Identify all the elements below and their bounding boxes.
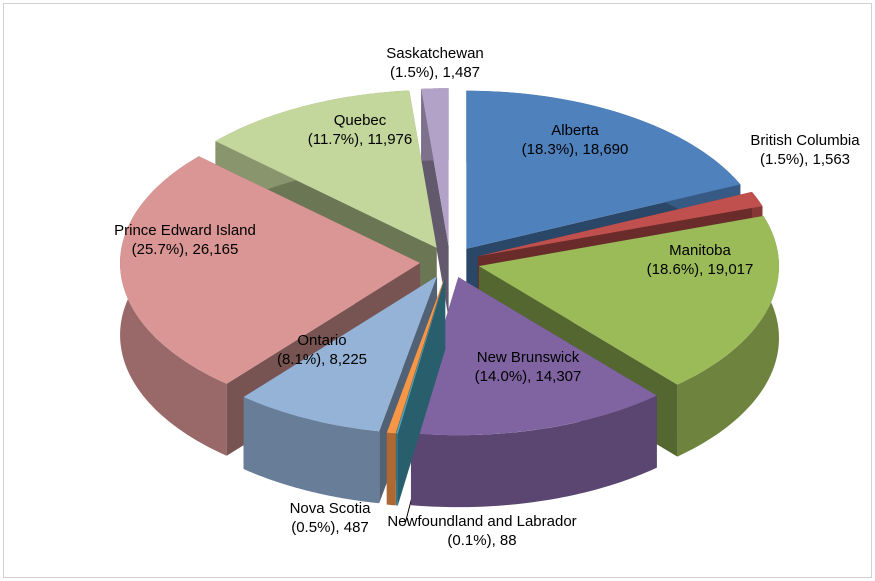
data-label: British Columbia (1.5%), 1,563 [750, 132, 860, 168]
data-label: Alberta (18.3%), 18,690 [522, 122, 629, 158]
slice-outer-wall [677, 215, 779, 457]
slice-top [396, 277, 446, 434]
data-label: Saskatchewan (1.5%), 1,487 [386, 45, 484, 81]
label-category: New Brunswick [477, 349, 580, 366]
slice-top [477, 191, 763, 257]
slice [410, 277, 657, 508]
label-category: Nova Scotia [290, 500, 372, 517]
label-category: Manitoba [669, 242, 731, 259]
label-value: (1.5%), 1,563 [760, 151, 850, 168]
slice-top [466, 90, 741, 249]
slice-outer-wall [396, 433, 398, 506]
label-value: (18.6%), 19,017 [647, 261, 754, 278]
data-label: Newfoundland and Labrador (0.1%), 88 [387, 513, 576, 549]
label-category: Prince Edward Island [114, 222, 256, 239]
slice-top [478, 215, 779, 385]
slice-top [215, 90, 437, 248]
label-category: Ontario [297, 332, 346, 349]
data-label: Nova Scotia (0.5%), 487 [290, 500, 372, 536]
data-label: Quebec (11.7%), 11,976 [308, 112, 413, 148]
slice-outer-wall [243, 397, 380, 504]
label-value: (25.7%), 26,165 [132, 241, 239, 258]
data-label: Prince Edward Island (25.7%), 26,165 [114, 222, 256, 258]
data-label: New Brunswick (14.0%), 14,307 [475, 349, 582, 385]
label-category: Alberta [551, 122, 599, 139]
data-label: Ontario (8.1%), 8,225 [277, 332, 367, 368]
label-value: (8.1%), 8,225 [277, 351, 367, 368]
label-category: Quebec [334, 112, 387, 129]
data-label: Manitoba (18.6%), 19,017 [647, 242, 754, 278]
slice-top [120, 156, 421, 384]
label-value: (0.5%), 487 [291, 519, 369, 536]
label-value: (18.3%), 18,690 [522, 141, 629, 158]
label-category: Newfoundland and Labrador [387, 513, 576, 530]
slice-top [410, 277, 657, 436]
data-labels: Alberta (18.3%), 18,690 British Columbia (1… [114, 45, 860, 549]
slice-outer-wall [386, 432, 396, 506]
label-value: (0.1%), 88 [447, 532, 516, 549]
slice-side [396, 277, 446, 506]
slice-top [243, 276, 438, 432]
label-category: British Columbia [750, 132, 860, 149]
label-value: (11.7%), 11,976 [308, 131, 413, 148]
slice [421, 88, 449, 319]
pie [120, 88, 779, 508]
slice-outer-wall [410, 395, 657, 508]
label-value: (1.5%), 1,487 [390, 64, 480, 81]
slice [396, 277, 446, 506]
slice-top [386, 277, 445, 434]
slice-top [421, 88, 449, 247]
label-category: Saskatchewan [386, 45, 484, 62]
label-value: (14.0%), 14,307 [475, 368, 582, 385]
